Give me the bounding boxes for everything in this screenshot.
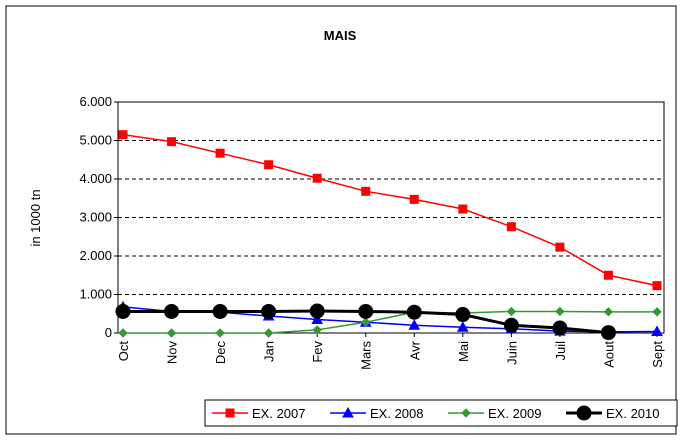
marker xyxy=(408,319,421,330)
marker xyxy=(312,173,322,183)
x-tick-label: Jan xyxy=(262,341,277,362)
y-tick-label: 2.000 xyxy=(79,248,112,263)
marker xyxy=(555,306,565,317)
marker xyxy=(652,281,662,291)
legend-label: EX. 2008 xyxy=(370,406,424,421)
x-tick-label: Mars xyxy=(359,341,374,370)
marker xyxy=(166,328,177,338)
marker xyxy=(652,307,662,317)
series-line xyxy=(122,133,658,287)
marker xyxy=(506,222,516,232)
marker xyxy=(312,325,322,335)
legend-label: EX. 2010 xyxy=(606,406,660,421)
marker xyxy=(309,303,325,319)
marker xyxy=(651,325,663,336)
marker xyxy=(118,130,128,140)
y-tick-label: 6.000 xyxy=(79,94,112,109)
y-tick-label: 0 xyxy=(105,325,112,340)
marker xyxy=(215,328,225,338)
chart-title: MAIS xyxy=(324,28,357,43)
marker xyxy=(164,303,180,319)
marker xyxy=(361,186,371,196)
marker xyxy=(263,328,274,338)
x-tick-label: Nov xyxy=(165,341,180,365)
x-tick-label: Oct xyxy=(116,341,131,362)
x-tick-label: Sept xyxy=(650,341,665,368)
marker xyxy=(506,306,517,317)
marker xyxy=(225,408,235,418)
marker xyxy=(409,194,419,204)
marker xyxy=(264,160,274,170)
marker xyxy=(212,303,228,319)
marker xyxy=(342,406,354,418)
marker xyxy=(455,307,471,323)
x-tick-label: Fev xyxy=(310,341,325,363)
marker xyxy=(458,204,468,214)
marker xyxy=(603,307,614,317)
marker xyxy=(503,317,519,333)
marker xyxy=(461,408,471,418)
x-tick-label: Dec xyxy=(213,341,228,365)
y-tick-label: 1.000 xyxy=(79,287,112,302)
marker xyxy=(311,313,324,325)
marker xyxy=(361,317,371,327)
marker xyxy=(358,303,374,319)
marker xyxy=(603,270,613,280)
marker xyxy=(552,320,568,336)
x-tick-label: Aout xyxy=(601,341,616,368)
y-tick-label: 5.000 xyxy=(79,133,112,148)
legend-label: EX. 2009 xyxy=(488,406,542,421)
marker xyxy=(167,137,177,147)
marker xyxy=(456,321,469,332)
marker xyxy=(115,303,131,319)
y-tick-label: 3.000 xyxy=(79,210,112,225)
marker xyxy=(261,303,277,319)
x-tick-label: Mai xyxy=(456,341,471,362)
x-tick-label: Juin xyxy=(504,341,519,365)
marker xyxy=(118,328,128,338)
marker xyxy=(600,325,616,341)
marker xyxy=(555,242,565,252)
x-tick-label: Avr xyxy=(407,340,422,360)
marker xyxy=(406,304,422,320)
y-axis-label: in 1000 tn xyxy=(28,189,43,246)
series-line xyxy=(123,310,657,334)
y-tick-label: 4.000 xyxy=(79,171,112,186)
legend-label: EX. 2007 xyxy=(252,406,306,421)
marker xyxy=(576,405,592,421)
x-tick-label: Juil xyxy=(553,341,568,361)
marker xyxy=(215,148,225,158)
